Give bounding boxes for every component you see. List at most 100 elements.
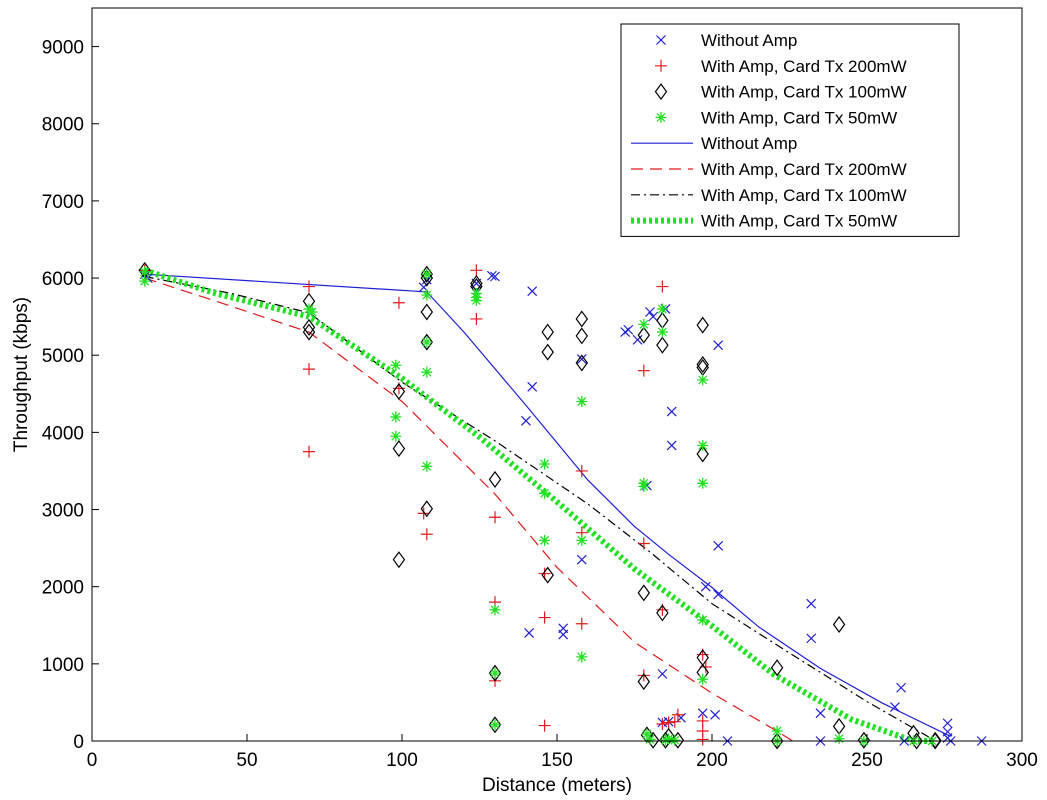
legend-label: With Amp, Card Tx 50mW xyxy=(701,108,897,127)
data-point xyxy=(656,604,669,622)
data-point xyxy=(576,534,588,546)
data-point xyxy=(303,363,315,376)
y-tick-label: 0 xyxy=(73,732,84,753)
data-point xyxy=(770,659,784,677)
data-point xyxy=(303,445,315,458)
data-point xyxy=(696,714,709,727)
y-tick-label: 1000 xyxy=(42,655,84,676)
data-point xyxy=(302,323,316,341)
data-point xyxy=(696,733,709,746)
data-point xyxy=(420,265,434,283)
data-point xyxy=(558,629,569,640)
data-point xyxy=(697,477,709,489)
data-point xyxy=(390,411,402,423)
data-point xyxy=(697,673,709,685)
data-point xyxy=(392,382,406,400)
data-point xyxy=(486,270,497,281)
series-markers-2 xyxy=(138,261,942,750)
data-point xyxy=(656,303,668,315)
data-point xyxy=(645,307,655,317)
series-line xyxy=(144,277,793,742)
data-point xyxy=(889,702,900,712)
data-point xyxy=(623,324,634,335)
axes: 0 50 100 150 200 250 3000100020003000400050006… xyxy=(42,38,1038,771)
x-tick-label: 100 xyxy=(386,750,418,771)
data-point xyxy=(668,715,681,728)
data-point xyxy=(539,534,551,546)
x-axis-label: Distance (meters) xyxy=(482,775,632,796)
data-point xyxy=(697,614,709,626)
data-point xyxy=(421,289,433,301)
legend-entry: Without Amp xyxy=(631,134,797,153)
data-point xyxy=(637,364,650,377)
data-point xyxy=(697,374,709,386)
data-point xyxy=(527,381,538,392)
data-point xyxy=(637,584,651,602)
data-point xyxy=(700,581,711,592)
data-point xyxy=(527,286,538,297)
data-point xyxy=(421,460,433,472)
data-point xyxy=(656,280,669,293)
data-point xyxy=(576,354,587,364)
data-point xyxy=(390,430,402,442)
data-point xyxy=(576,554,587,565)
data-point xyxy=(666,440,677,451)
data-point xyxy=(638,480,650,492)
data-point xyxy=(697,708,708,719)
data-point xyxy=(771,725,783,737)
data-point xyxy=(302,318,316,336)
data-point xyxy=(489,511,501,524)
data-point xyxy=(488,716,502,734)
x-tick-label: 150 xyxy=(541,750,573,771)
data-point xyxy=(489,604,501,616)
legend-entry: With Amp, Card Tx 50mW xyxy=(631,212,897,231)
legend-label: Without Amp xyxy=(701,134,797,153)
y-tick-label: 4000 xyxy=(42,423,84,444)
plot-marks xyxy=(138,261,987,750)
y-tick-label: 3000 xyxy=(42,501,84,522)
data-point xyxy=(638,318,650,330)
data-point xyxy=(697,439,709,451)
data-point xyxy=(806,598,817,609)
data-point xyxy=(392,440,406,458)
data-point xyxy=(666,406,677,417)
legend-entry: With Amp, Card Tx 100mW xyxy=(631,186,907,205)
data-point xyxy=(632,334,643,345)
data-point xyxy=(521,415,531,426)
data-point xyxy=(671,708,684,721)
data-point xyxy=(575,617,588,630)
legend-entry: With Amp, Card Tx 50mW xyxy=(655,108,897,127)
data-point xyxy=(538,611,551,624)
data-point xyxy=(421,336,433,348)
legend-marker xyxy=(656,35,666,45)
data-point xyxy=(637,326,651,344)
data-point xyxy=(637,669,650,682)
data-point xyxy=(663,733,675,745)
data-point xyxy=(576,396,588,408)
data-point xyxy=(420,303,434,321)
series-markers-0 xyxy=(139,269,987,746)
data-point xyxy=(421,366,433,378)
data-point xyxy=(489,719,501,731)
series-line xyxy=(143,267,936,744)
y-tick-label: 2000 xyxy=(42,578,84,599)
x-tick-label: 50 xyxy=(236,750,257,771)
y-tick-label: 5000 xyxy=(42,346,84,367)
x-tick-label: 200 xyxy=(696,750,728,771)
data-point xyxy=(832,615,846,634)
series-line xyxy=(144,273,951,737)
y-axis-label: Throughput (kbps) xyxy=(11,297,32,452)
data-point xyxy=(710,709,721,720)
data-point xyxy=(657,668,668,679)
data-point xyxy=(713,340,724,351)
data-point xyxy=(489,667,501,679)
legend-label: With Amp, Card Tx 200mW xyxy=(701,160,907,179)
data-point xyxy=(390,359,402,371)
data-point xyxy=(470,312,483,325)
y-tick-label: 6000 xyxy=(42,269,84,290)
data-point xyxy=(815,708,826,719)
data-point xyxy=(420,333,434,351)
legend: Without Amp With Amp, Card Tx 200mW With A… xyxy=(620,23,960,237)
data-point xyxy=(538,719,551,732)
